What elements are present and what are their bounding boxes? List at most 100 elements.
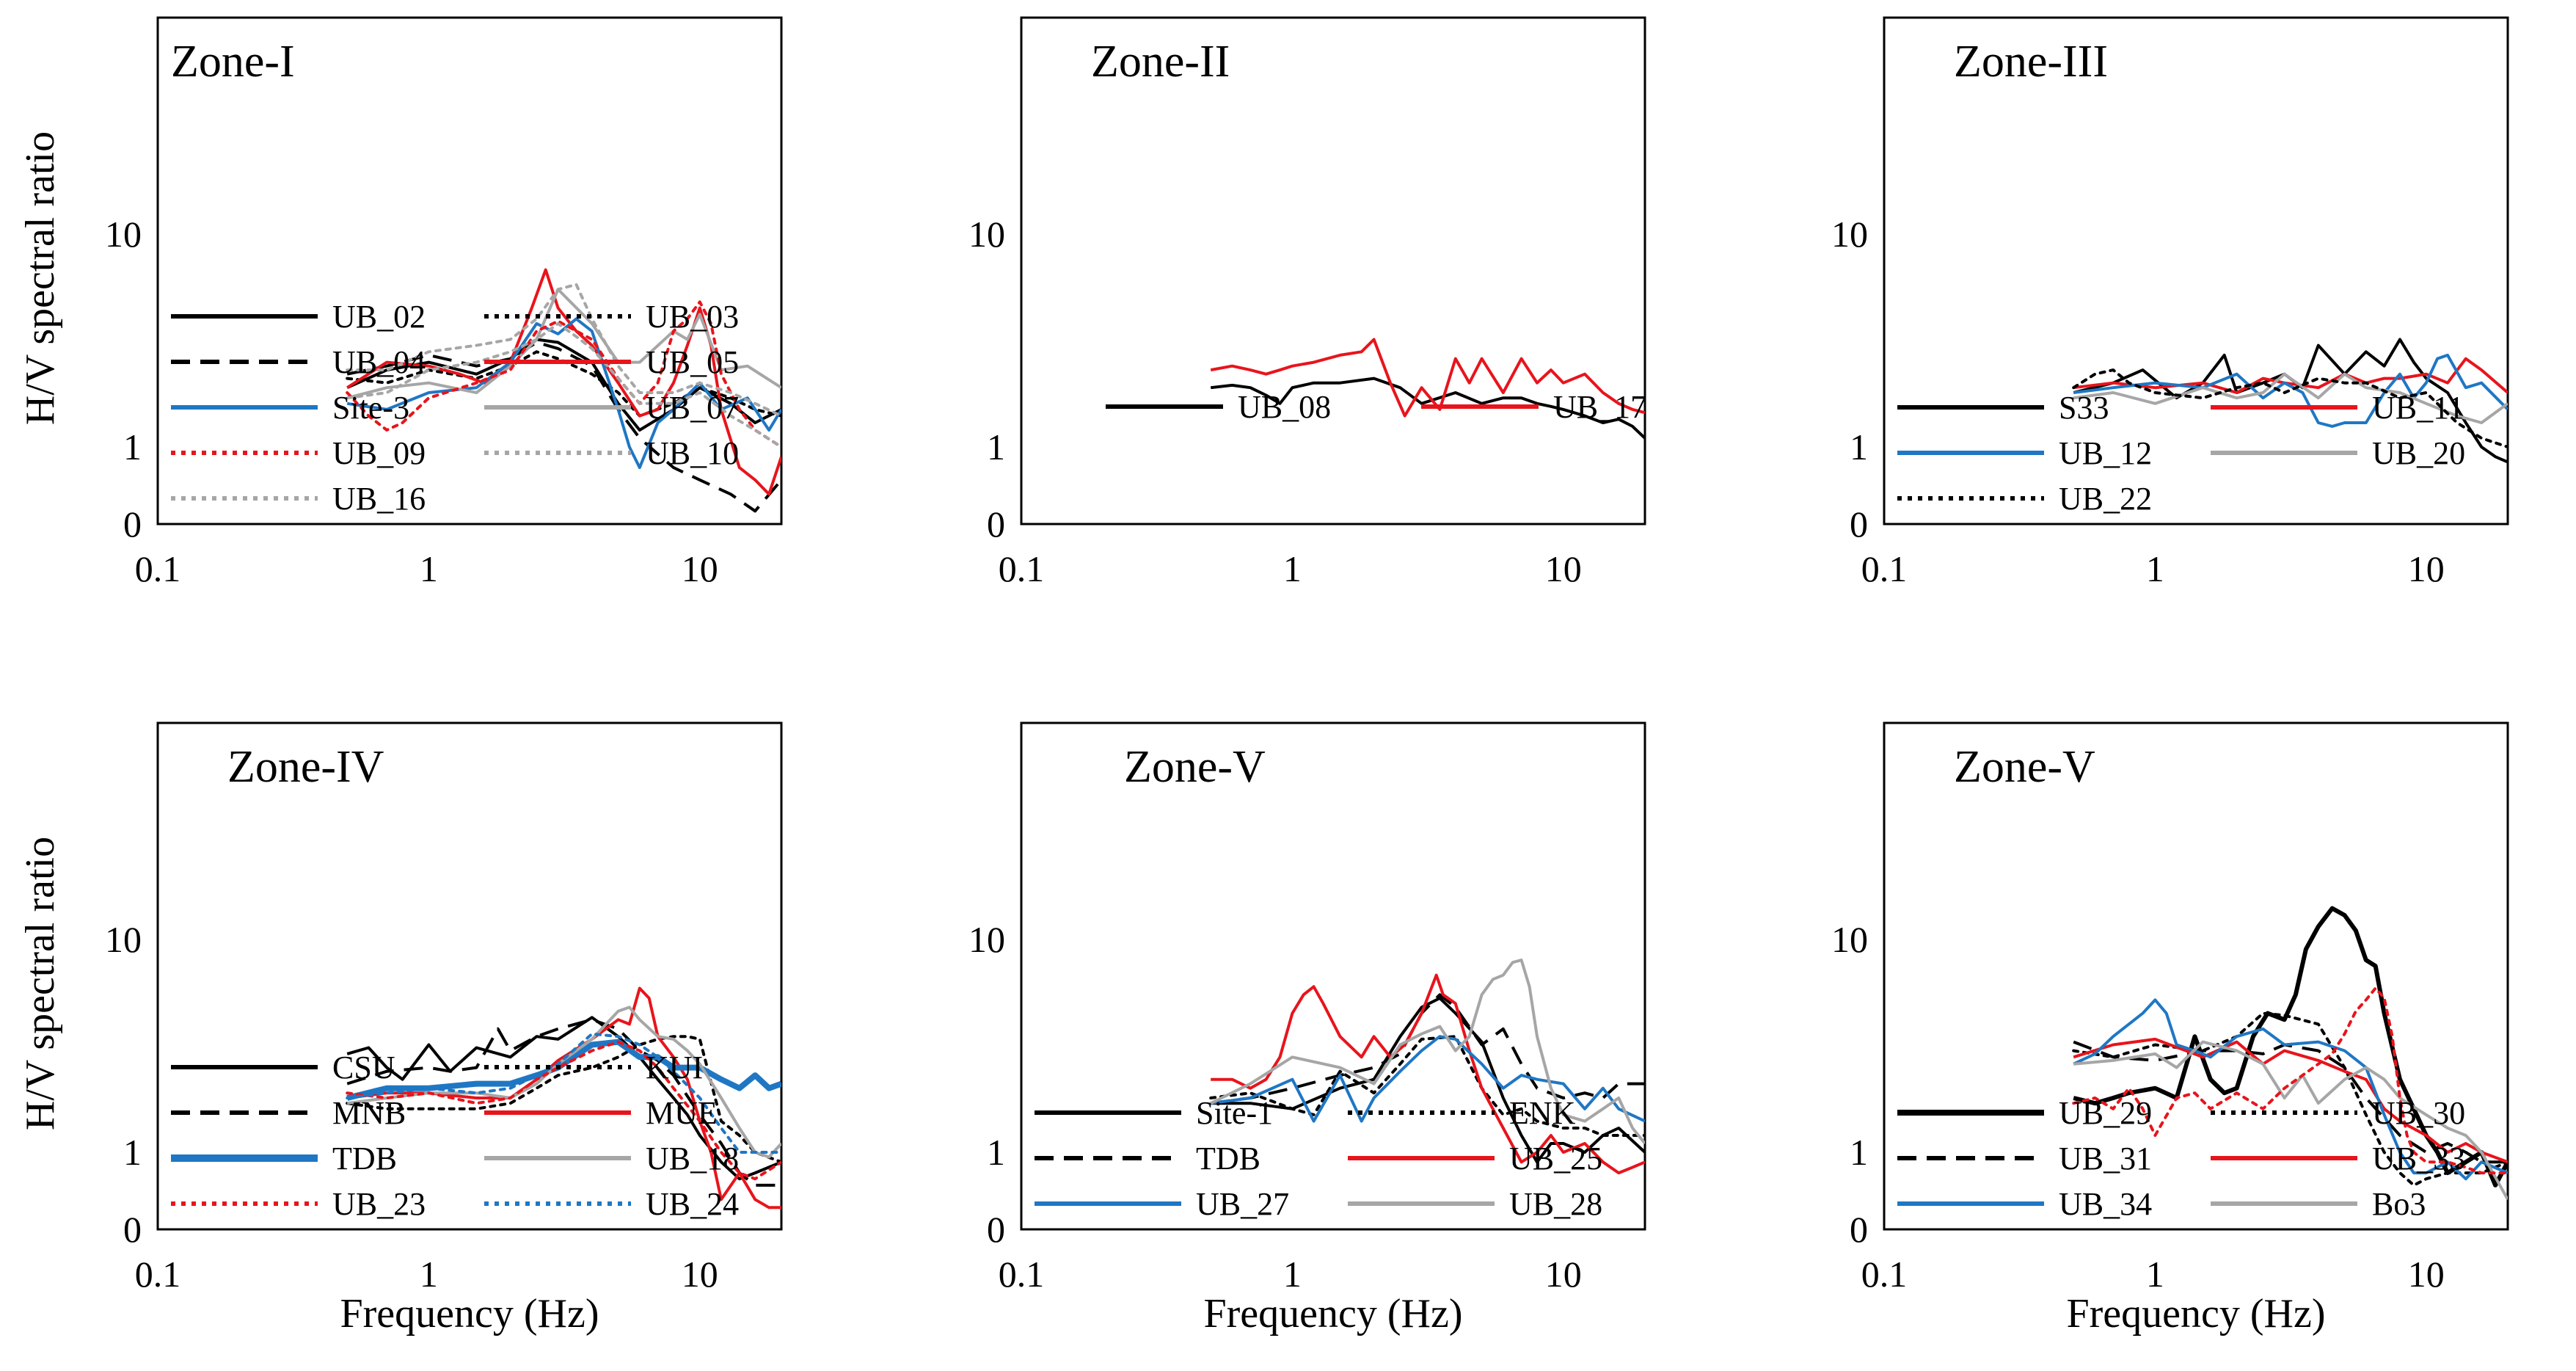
series-lines <box>1209 959 1645 1175</box>
x-tick-label: 0.1 <box>135 1254 181 1295</box>
y-tick-label: 10 <box>1831 214 1868 255</box>
zone-title: Zone-V <box>1954 742 2095 792</box>
series-line-tdb <box>1210 993 1645 1105</box>
plot-frame <box>1883 721 2509 1231</box>
series-lines <box>1210 338 1645 440</box>
x-tick-label: 1 <box>1283 1254 1302 1295</box>
series-line-ub-18 <box>346 1005 781 1159</box>
legend-label: UB_08 <box>1238 389 1331 425</box>
series-line-s33 <box>2073 338 2508 464</box>
panel-zone-iv: 0 1 10 0.1 1 10 H/V spectral ratio Frequency (H… <box>18 721 783 1337</box>
legend-label: TDB <box>1196 1141 1260 1177</box>
y-tick-label: 10 <box>968 919 1005 960</box>
series-line-ub-25 <box>1211 973 1645 1175</box>
x-axis-label: Frequency (Hz) <box>1204 1291 1463 1337</box>
series-line-bo3 <box>2073 1040 2508 1201</box>
y-tick-label: 0 <box>987 1209 1005 1250</box>
plot-frame <box>1883 16 2509 526</box>
x-tick-label: 10 <box>1545 1254 1582 1295</box>
y-tick-label: 0 <box>123 1209 142 1250</box>
legend: UB_08 UB_17 <box>1106 389 1646 425</box>
y-tick-label: 1 <box>987 1132 1005 1173</box>
legend-label: UB_28 <box>1509 1186 1602 1222</box>
legend-label: UB_03 <box>646 299 739 335</box>
legend-label: UB_05 <box>646 344 739 380</box>
x-tick-label: 0.1 <box>1861 1254 1908 1295</box>
series-lines <box>346 986 781 1210</box>
x-tick-label: 1 <box>1283 548 1302 589</box>
panel-zone-v-a: 0 1 10 0.1 1 10 Frequency (Hz) Zone-V Site-1 ENK T… <box>968 721 1646 1337</box>
legend-label: UB_02 <box>332 299 426 335</box>
series-line-site-1 <box>1211 997 1645 1164</box>
plot-frame <box>1020 16 1646 526</box>
legend-label: MUE <box>646 1095 718 1131</box>
legend-label: UB_24 <box>646 1186 739 1222</box>
legend: CSU KUI MNB MUE TDB UB_18 UB_23 UB_24 <box>171 1050 739 1222</box>
series-line-ub-17 <box>1210 338 1645 418</box>
legend-label: UB_30 <box>2372 1095 2465 1131</box>
legend-label: UB_18 <box>646 1141 739 1177</box>
y-tick-label: 1 <box>987 426 1005 468</box>
y-axis-label: H/V spectral ratio <box>18 837 63 1130</box>
legend-label: UB_33 <box>2372 1141 2465 1177</box>
panel-zone-iii: 0 1 10 0.1 1 10 Zone-III S33 UB_11 UB_12 UB_20 UB_2… <box>1831 16 2509 589</box>
series-line-tdb <box>346 1039 781 1101</box>
legend-label: Bo3 <box>2372 1186 2426 1222</box>
legend-label: UB_10 <box>646 435 739 471</box>
x-tick-label: 10 <box>682 548 718 589</box>
legend-label: UB_12 <box>2059 435 2152 471</box>
x-tick-label: 10 <box>2408 1254 2445 1295</box>
series-line-ub-23 <box>346 1040 781 1181</box>
legend-label: UB_17 <box>1553 389 1646 425</box>
series-line-ub-27 <box>1210 1035 1645 1123</box>
x-tick-label: 1 <box>2146 548 2164 589</box>
x-tick-label: 1 <box>420 1254 438 1295</box>
y-tick-label: 0 <box>123 503 142 545</box>
x-tick-label: 10 <box>682 1254 718 1295</box>
series-line-ub-12 <box>2073 353 2508 428</box>
legend-label: UB_04 <box>332 344 426 380</box>
y-tick-label: 1 <box>1850 1132 1868 1173</box>
series-line-ub-34 <box>2073 998 2508 1181</box>
series-lines <box>2072 906 2508 1201</box>
plot-frame <box>156 721 783 1231</box>
y-tick-label: 0 <box>1850 503 1868 545</box>
x-tick-label: 0.1 <box>999 548 1045 589</box>
y-tick-label: 10 <box>105 214 142 255</box>
legend-label: UB_20 <box>2372 435 2465 471</box>
legend-label: Site-1 <box>1196 1095 1273 1131</box>
legend-label: ENK <box>1509 1095 1576 1131</box>
y-tick-label: 10 <box>968 214 1005 255</box>
legend-label: TDB <box>332 1141 397 1177</box>
legend-label: UB_11 <box>2372 390 2464 426</box>
legend-label: UB_31 <box>2059 1141 2152 1177</box>
legend-label: Site-3 <box>332 390 409 426</box>
legend-label: UB_34 <box>2059 1186 2152 1222</box>
x-axis-label: Frequency (Hz) <box>340 1291 599 1337</box>
series-line-ub-03 <box>346 350 781 418</box>
y-tick-label: 1 <box>123 426 142 468</box>
series-line-ub-04 <box>346 341 781 513</box>
legend-label: UB_07 <box>646 390 739 426</box>
legend: S33 UB_11 UB_12 UB_20 UB_22 <box>1897 390 2465 517</box>
series-line-mnb <box>346 1018 781 1187</box>
series-line-mue <box>346 986 781 1210</box>
x-tick-label: 0.1 <box>135 548 181 589</box>
panel-zone-v-b: 0 1 10 0.1 1 10 Frequency (Hz) Zone-V UB_29 UB_30… <box>1831 721 2509 1337</box>
series-line-ub-31 <box>2073 1040 2508 1164</box>
zone-title: Zone-II <box>1091 37 1230 87</box>
series-line-ub-22 <box>2072 368 2508 448</box>
legend-label: S33 <box>2059 390 2109 426</box>
legend-label: UB_22 <box>2059 481 2152 517</box>
legend-label: MNB <box>332 1095 406 1131</box>
y-tick-label: 10 <box>105 919 142 960</box>
zone-title: Zone-IV <box>227 742 384 792</box>
legend-label: UB_09 <box>332 435 426 471</box>
y-tick-label: 0 <box>987 503 1005 545</box>
series-line-ub-28 <box>1210 959 1645 1145</box>
series-line-kui <box>346 1035 781 1164</box>
y-tick-label: 10 <box>1831 919 1868 960</box>
series-line-ub-24 <box>346 1032 781 1154</box>
